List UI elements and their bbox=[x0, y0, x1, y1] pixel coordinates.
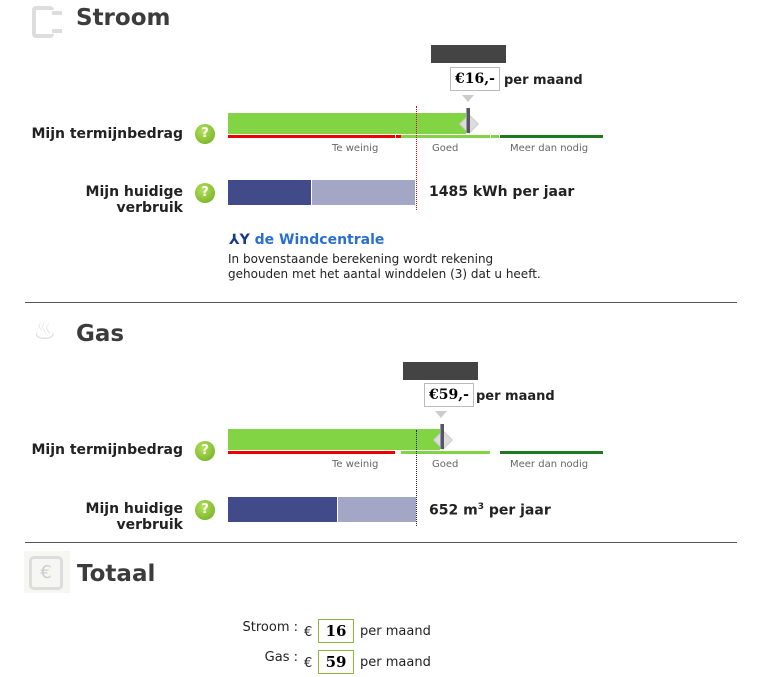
help-icon[interactable]: ? bbox=[195, 441, 215, 461]
divider bbox=[25, 302, 737, 303]
scale-good bbox=[401, 451, 490, 454]
section-title-stroom: Stroom bbox=[76, 5, 171, 31]
help-icon[interactable]: ? bbox=[195, 500, 215, 520]
termijn-bar bbox=[228, 113, 466, 134]
euro-icon: € bbox=[29, 556, 63, 590]
tooltip-arrow bbox=[462, 95, 474, 108]
scale-label-too-little: Te weinig bbox=[332, 459, 379, 470]
tooltip-suffix: per maand bbox=[476, 389, 555, 404]
total-gas-field[interactable]: 59 bbox=[318, 650, 354, 674]
help-icon[interactable]: ? bbox=[195, 183, 215, 203]
scale-label-good: Goed bbox=[432, 459, 459, 470]
tooltip-amount: €16,- bbox=[450, 67, 500, 91]
scale-too-little bbox=[228, 135, 395, 138]
tooltip-amount: €59,- bbox=[424, 383, 474, 407]
windcentrale-logo-text: de Windcentrale bbox=[254, 232, 385, 248]
help-icon[interactable]: ? bbox=[195, 124, 215, 144]
plug-icon bbox=[32, 6, 54, 38]
tooltip-suffix: per maand bbox=[504, 73, 583, 88]
redacted-box bbox=[431, 45, 506, 63]
flame-icon: ♨ bbox=[33, 316, 57, 346]
termijn-label: Mijn termijnbedrag bbox=[31, 442, 183, 458]
verbruik-label: Mijn huidige verbruik bbox=[85, 501, 183, 533]
reference-line bbox=[416, 106, 417, 210]
scale-label-too-much: Meer dan nodig bbox=[510, 143, 589, 154]
total-unit: per maand bbox=[360, 655, 431, 670]
plug-icon-prong bbox=[52, 11, 62, 33]
note-line: In bovenstaande berekening wordt rekenin… bbox=[228, 252, 494, 266]
usage-bar-light bbox=[312, 180, 415, 205]
currency-symbol: € bbox=[304, 625, 313, 640]
scale-label-too-little: Te weinig bbox=[332, 143, 379, 154]
scale-too-much bbox=[500, 135, 603, 138]
usage-unit-sup: 3 bbox=[477, 502, 484, 512]
note-line: gehouden met het aantal winddelen (3) da… bbox=[228, 267, 541, 281]
usage-number: 652 m bbox=[429, 502, 478, 519]
verbruik-label: Mijn huidige verbruik bbox=[85, 184, 183, 216]
usage-bar-dark bbox=[228, 180, 311, 205]
scale-segment bbox=[491, 135, 499, 138]
scale-segment bbox=[396, 135, 401, 138]
reference-line bbox=[416, 430, 417, 526]
slider-marker[interactable] bbox=[466, 108, 470, 133]
scale-label-good: Goed bbox=[432, 143, 459, 154]
windcentrale-note: In bovenstaande berekening wordt rekenin… bbox=[228, 252, 541, 282]
divider bbox=[25, 542, 737, 543]
tooltip-arrow bbox=[435, 411, 447, 424]
scale-too-little bbox=[228, 451, 395, 454]
usage-bar-dark bbox=[228, 497, 337, 522]
usage-value: 652 m3 per jaar bbox=[429, 502, 551, 519]
total-stroom-field[interactable]: 16 bbox=[318, 619, 354, 643]
redacted-box bbox=[403, 362, 478, 380]
currency-symbol: € bbox=[304, 656, 313, 671]
termijn-label: Mijn termijnbedrag bbox=[31, 126, 183, 142]
total-label-gas: Gas : bbox=[264, 650, 298, 665]
usage-value: 1485 kWh per jaar bbox=[429, 184, 575, 200]
usage-bar-light bbox=[338, 497, 416, 522]
scale-label-too-much: Meer dan nodig bbox=[510, 459, 589, 470]
section-title-gas: Gas bbox=[76, 321, 125, 347]
section-title-totaal: Totaal bbox=[77, 561, 156, 587]
scale-too-much bbox=[500, 451, 603, 454]
total-label-stroom: Stroom : bbox=[242, 620, 299, 635]
total-unit: per maand bbox=[360, 624, 431, 639]
windcentrale-logo: ⅄Y de Windcentrale bbox=[229, 232, 385, 248]
slider-marker[interactable] bbox=[440, 424, 444, 449]
usage-suffix: per jaar bbox=[483, 502, 551, 519]
termijn-bar bbox=[228, 429, 440, 450]
scale-good bbox=[401, 135, 490, 138]
